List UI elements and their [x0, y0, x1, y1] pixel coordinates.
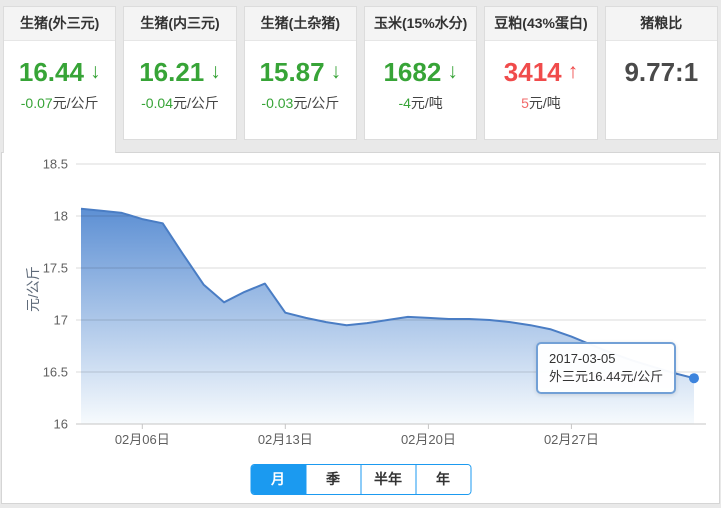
period-tabs: 月 季 半年 年 [250, 464, 471, 495]
down-arrow-icon: ↓ [447, 60, 458, 83]
svg-text:18: 18 [54, 209, 68, 224]
card-title: 生猪(土杂猪) [244, 7, 356, 41]
card-title: 猪粮比 [605, 7, 717, 41]
svg-text:18.5: 18.5 [43, 157, 68, 172]
svg-text:17: 17 [54, 313, 68, 328]
card-change: -0.04元/公斤 [141, 95, 219, 111]
tab-month[interactable]: 月 [251, 465, 305, 494]
card-change: 5元/吨 [521, 95, 561, 111]
svg-text:02月27日: 02月27日 [544, 432, 599, 447]
card-pig-tuza[interactable]: 生猪(土杂猪) 15.87 ↓ -0.03元/公斤 [243, 6, 357, 140]
card-change: -0.07元/公斤 [20, 95, 99, 111]
tooltip-date: 2017-03-05 [549, 351, 616, 366]
svg-text:02月06日: 02月06日 [115, 432, 170, 447]
tooltip-value: 外三元16.44元/公斤 [549, 369, 664, 384]
card-value: 9.77:1 [624, 57, 699, 87]
svg-text:17.5: 17.5 [43, 261, 68, 276]
card-pig-grain-ratio[interactable]: 猪粮比 9.77:1 [604, 6, 718, 140]
card-value: 3414 [503, 57, 562, 87]
down-arrow-icon: ↓ [89, 60, 101, 83]
card-value: 16.21 [139, 57, 205, 87]
stat-cards-row: 生猪(外三元) 16.44 ↓ -0.07元/公斤 生猪(内三元) 16.21 … [3, 6, 718, 153]
card-change: -4元/吨 [398, 95, 443, 111]
tab-year[interactable]: 年 [415, 465, 470, 494]
card-title: 生猪(内三元) [124, 7, 236, 41]
card-title: 玉米(15%水分) [364, 7, 477, 41]
card-corn[interactable]: 玉米(15%水分) 1682 ↓ -4元/吨 [363, 6, 478, 140]
card-title: 生猪(外三元) [4, 7, 116, 41]
card-value: 15.87 [259, 57, 325, 87]
card-change: -0.03元/公斤 [261, 95, 340, 111]
card-pig-nei-sanyuan[interactable]: 生猪(内三元) 16.21 ↓ -0.04元/公斤 [123, 6, 237, 140]
card-title: 豆粕(43%蛋白) [485, 7, 597, 41]
y-axis-title: 元/公斤 [25, 266, 41, 312]
svg-text:02月20日: 02月20日 [401, 432, 456, 447]
card-value: 16.44 [18, 57, 84, 87]
svg-text:16: 16 [54, 417, 68, 432]
price-area-chart[interactable]: 18.5 18 17.5 17 16.5 16 02月06日 02月13日 02月20日 02月2… [2, 153, 718, 503]
card-pig-wai-sanyuan[interactable]: 生猪(外三元) 16.44 ↓ -0.07元/公斤 [3, 6, 117, 153]
card-value: 1682 [383, 57, 442, 87]
last-point-marker [689, 373, 699, 384]
down-arrow-icon: ↓ [330, 60, 342, 83]
tab-half-year[interactable]: 半年 [360, 465, 415, 494]
card-soybean-meal[interactable]: 豆粕(43%蛋白) 3414 ↑ 5元/吨 [484, 6, 598, 140]
up-arrow-icon: ↑ [567, 60, 579, 83]
svg-text:16.5: 16.5 [43, 365, 68, 380]
svg-text:02月13日: 02月13日 [258, 432, 313, 447]
down-arrow-icon: ↓ [210, 60, 221, 83]
chart-panel: 元/公斤 18.5 18 17.5 17 16.5 16 02月06日 02月13日 02月20… [1, 152, 720, 504]
chart-tooltip: 2017-03-05 外三元16.44元/公斤 [536, 342, 677, 394]
tab-quarter[interactable]: 季 [305, 465, 360, 494]
